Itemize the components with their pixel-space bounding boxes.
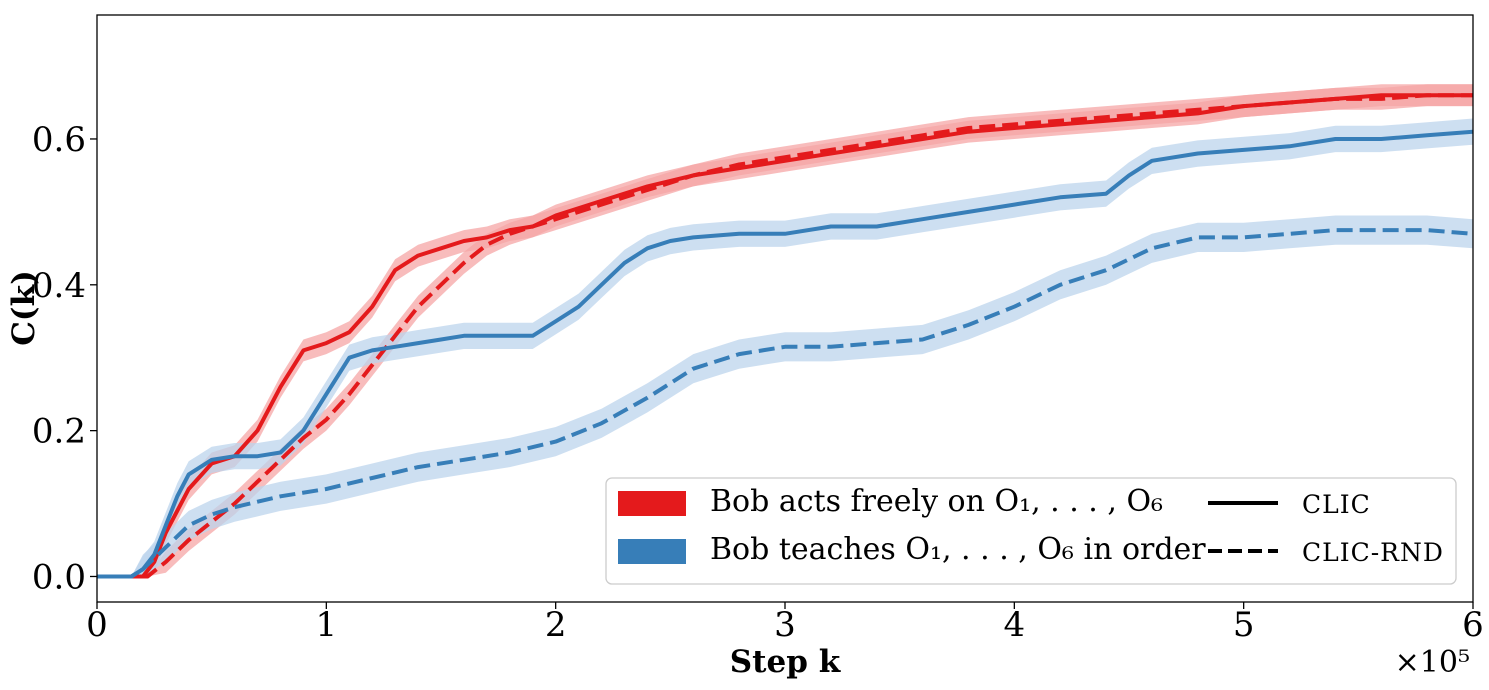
legend: Bob acts freely on O₁, . . . , O₆ Bob te… — [605, 477, 1457, 585]
line-teach-clic — [97, 129, 1473, 579]
x-axis-multiplier: ×10⁵ — [1395, 645, 1470, 680]
x-tick-label: 4 — [1004, 605, 1026, 645]
x-tick-label: 2 — [545, 605, 567, 645]
x-tick-label: 6 — [1462, 605, 1484, 645]
series-lines — [97, 93, 1473, 579]
legend-label-clic-rnd: CLIC-RND — [1302, 538, 1444, 567]
y-axis-title: C(k) — [6, 270, 42, 346]
legend-label-clic: CLIC — [1302, 490, 1371, 519]
legend-swatch-free — [618, 491, 686, 516]
x-tick-label: 0 — [86, 605, 108, 645]
line-free-clic-rnd — [97, 93, 1473, 579]
x-tick-label: 3 — [774, 605, 796, 645]
y-tick-label: 0.2 — [32, 412, 86, 452]
x-axis-title: Step k — [730, 644, 842, 680]
y-tick-label: 0.0 — [32, 557, 86, 597]
confidence-bands — [97, 84, 1473, 577]
band-teach-clic — [97, 118, 1473, 577]
x-axis-ticks: 0 1 2 3 4 5 6 — [86, 602, 1484, 645]
y-tick-label: 0.6 — [32, 120, 86, 160]
y-axis-ticks: 0.0 0.2 0.4 0.6 — [32, 120, 97, 597]
x-tick-label: 1 — [316, 605, 338, 645]
line-free-clic — [97, 93, 1473, 579]
line-teach-clic-rnd — [97, 228, 1473, 579]
legend-label-free: Bob acts freely on O₁, . . . , O₆ — [710, 484, 1163, 519]
x-tick-label: 5 — [1233, 605, 1255, 645]
legend-swatch-teach — [618, 539, 686, 564]
legend-label-teach: Bob teaches O₁, . . . , O₆ in order — [710, 532, 1206, 567]
y-tick-label: 0.4 — [32, 266, 86, 306]
